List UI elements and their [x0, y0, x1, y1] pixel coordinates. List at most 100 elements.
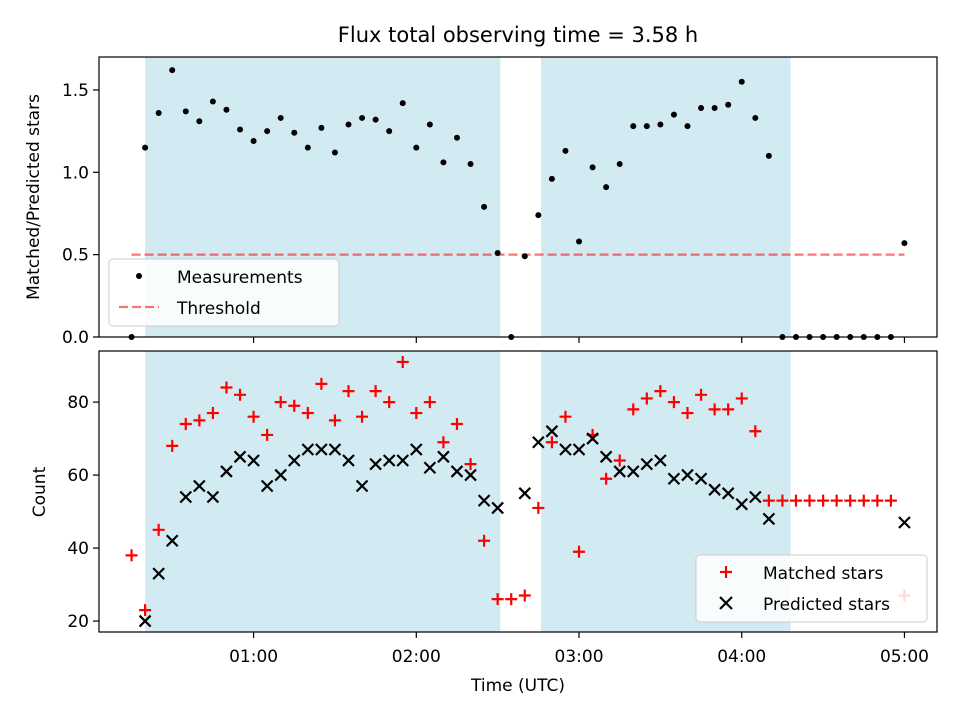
- measurement-point: [684, 123, 691, 130]
- measurement-point: [277, 114, 284, 121]
- bottom-y-tick-label: 20: [67, 612, 89, 632]
- bottom-shaded-regions: [145, 351, 791, 632]
- predicted-star-point: [572, 443, 586, 456]
- predicted-star-point: [220, 465, 233, 478]
- predicted-star-point: [586, 432, 599, 445]
- matched-star-point: [152, 523, 165, 536]
- predicted-star-point: [626, 465, 640, 478]
- matched-star-point: [505, 593, 518, 606]
- predicted-star-point: [206, 490, 220, 504]
- top-y-tick-label: 0.0: [62, 328, 89, 348]
- measurement-point: [576, 238, 583, 245]
- bottom-y-tick-label: 60: [67, 466, 89, 486]
- matched-star-point: [600, 472, 613, 485]
- matched-star-point: [437, 436, 450, 449]
- measurement-point: [698, 105, 705, 112]
- measurement-point: [345, 121, 352, 128]
- matched-star-point: [722, 403, 735, 416]
- predicted-star-point: [694, 472, 708, 486]
- matched-star-point: [410, 407, 423, 420]
- x-tick-label: 04:00: [717, 647, 766, 667]
- matched-star-point: [640, 392, 653, 405]
- predicted-star-point: [410, 443, 423, 456]
- matched-star-point: [478, 534, 491, 547]
- matched-star-point: [247, 410, 260, 423]
- matched-star-point: [491, 593, 504, 606]
- predicted-star-point: [233, 450, 247, 464]
- measurement-points: [128, 67, 908, 340]
- matched-star-point: [654, 385, 667, 398]
- measurement-point: [440, 159, 447, 166]
- bottom-legend-box: [695, 554, 928, 623]
- shaded-region: [541, 57, 791, 337]
- predicted-star-point: [681, 468, 694, 482]
- matched-star-point: [735, 392, 748, 405]
- predicted-star-point: [342, 454, 355, 467]
- measurement-point: [494, 250, 501, 256]
- measurement-point: [386, 128, 393, 135]
- measurement-point: [616, 161, 623, 168]
- matched-star-point: [301, 407, 314, 420]
- matched-star-point: [884, 494, 897, 507]
- matched-star-point: [871, 494, 884, 507]
- matched-star-point: [261, 428, 274, 441]
- legend-matched-marker: [720, 566, 732, 578]
- predicted-star-point: [898, 516, 911, 529]
- measurement-point: [209, 98, 216, 105]
- top-panel: 0.0 0.5 1.0 1.5 Matched/Predicted stars Mea…: [24, 56, 938, 348]
- matched-star-point: [667, 396, 680, 409]
- matched-star-point: [857, 494, 870, 507]
- bottom-legend: Matched stars Predicted stars: [695, 554, 928, 623]
- matched-star-point: [193, 414, 206, 427]
- matched-star-point: [518, 589, 531, 602]
- predicted-star-point: [721, 487, 735, 500]
- matched-star-point: [695, 388, 708, 401]
- matched-stars-points: [125, 355, 911, 617]
- measurement-point: [250, 138, 257, 144]
- measurement-point: [535, 212, 542, 219]
- matched-star-point: [369, 385, 382, 398]
- legend-matched-label: Matched stars: [763, 564, 883, 584]
- matched-star-point: [396, 355, 409, 368]
- top-y-axis-label: Matched/Predicted stars: [24, 94, 44, 300]
- measurement-point: [711, 105, 718, 112]
- measurement-point: [765, 152, 772, 159]
- predicted-star-point: [382, 454, 396, 467]
- measurement-point: [237, 126, 244, 133]
- matched-star-point: [383, 396, 396, 409]
- matched-star-point: [315, 377, 328, 390]
- bottom-y-tick-label: 40: [67, 539, 89, 559]
- predicted-star-point: [152, 567, 165, 580]
- predicted-star-point: [762, 512, 776, 526]
- matched-star-point: [328, 414, 341, 427]
- legend-threshold-label: Threshold: [176, 299, 261, 319]
- top-legend-box: [108, 258, 340, 327]
- measurement-point: [901, 240, 908, 247]
- predicted-star-point: [559, 443, 572, 456]
- predicted-star-point: [165, 534, 179, 548]
- predicted-star-point: [355, 479, 369, 493]
- measurement-point: [752, 114, 759, 121]
- predicted-star-point: [640, 457, 654, 471]
- legend-predicted-label: Predicted stars: [763, 595, 890, 615]
- matched-star-point: [573, 545, 586, 558]
- predicted-star-point: [749, 490, 762, 504]
- x-tick-label: 05:00: [880, 647, 929, 667]
- measurement-point: [453, 134, 460, 141]
- predicted-star-point: [396, 454, 410, 467]
- shaded-region: [145, 351, 501, 632]
- predicted-star-point: [423, 461, 437, 475]
- matched-star-point: [803, 494, 816, 507]
- matched-star-point: [464, 458, 477, 471]
- measurement-point: [562, 147, 569, 154]
- matched-star-point: [450, 417, 463, 430]
- predicted-star-point: [247, 454, 260, 467]
- matched-star-point: [844, 494, 857, 507]
- predicted-star-point: [518, 487, 532, 500]
- predicted-star-point: [477, 494, 491, 507]
- measurement-point: [304, 144, 311, 151]
- predicted-star-point: [328, 443, 342, 456]
- measurement-point: [521, 253, 528, 260]
- matched-star-point: [762, 494, 775, 507]
